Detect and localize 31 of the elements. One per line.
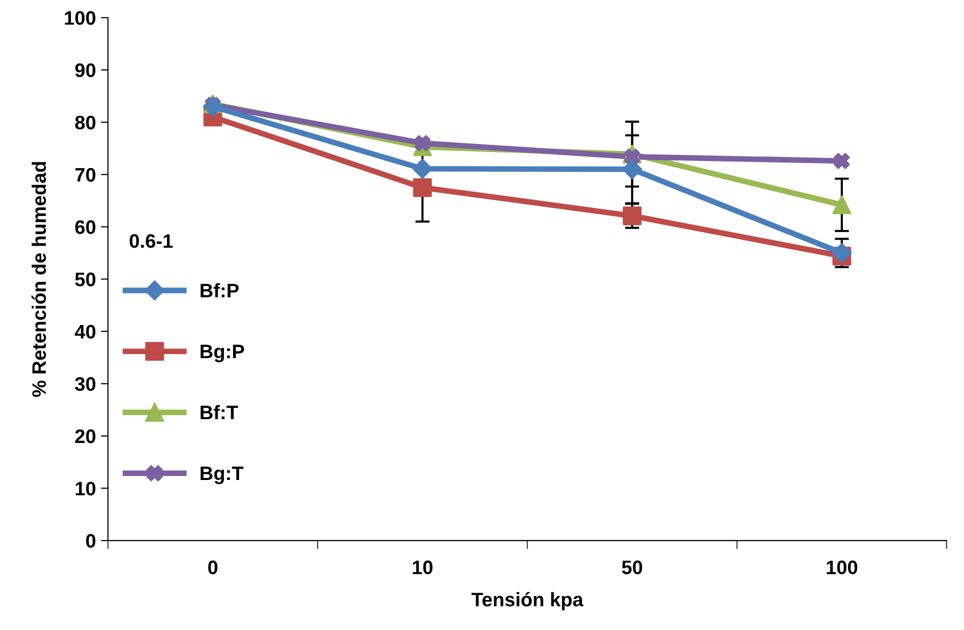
annotation: 0.6-1	[130, 234, 173, 248]
y-tick-label: 40	[74, 324, 96, 339]
point	[412, 158, 432, 179]
point	[622, 206, 642, 226]
x-tick-label: 0	[208, 560, 218, 574]
legend-label: Bg:P	[200, 344, 244, 362]
y-axis-title: % Retención de humedad	[32, 162, 46, 397]
point	[414, 135, 430, 152]
legend-label: Bf:T	[200, 405, 238, 420]
x-tick-label: 100	[826, 560, 858, 574]
y-tick-label: 30	[74, 377, 96, 391]
point	[834, 152, 850, 169]
y-tick-label: 70	[75, 168, 96, 182]
point	[832, 195, 852, 214]
y-tick-label: 50	[75, 272, 96, 286]
y-tick-label: 0	[86, 534, 96, 548]
point	[832, 243, 852, 263]
y-tick-label: 10	[76, 482, 96, 496]
y-tick-label: 20	[75, 429, 96, 444]
x-axis-title: Tensión kpa	[472, 592, 584, 610]
y-tick-label: 100	[64, 11, 96, 25]
x-tick-label: 10	[412, 560, 432, 574]
point	[202, 96, 223, 116]
y-tick-label: 60	[75, 220, 96, 234]
point	[624, 148, 640, 165]
point	[413, 178, 432, 197]
legend-label: Bg:T	[200, 466, 244, 484]
x-tick-label: 50	[622, 560, 642, 574]
y-tick-label: 90	[75, 63, 96, 78]
legend-label: Bf:P	[200, 283, 239, 298]
y-tick-label: 80	[75, 116, 96, 130]
